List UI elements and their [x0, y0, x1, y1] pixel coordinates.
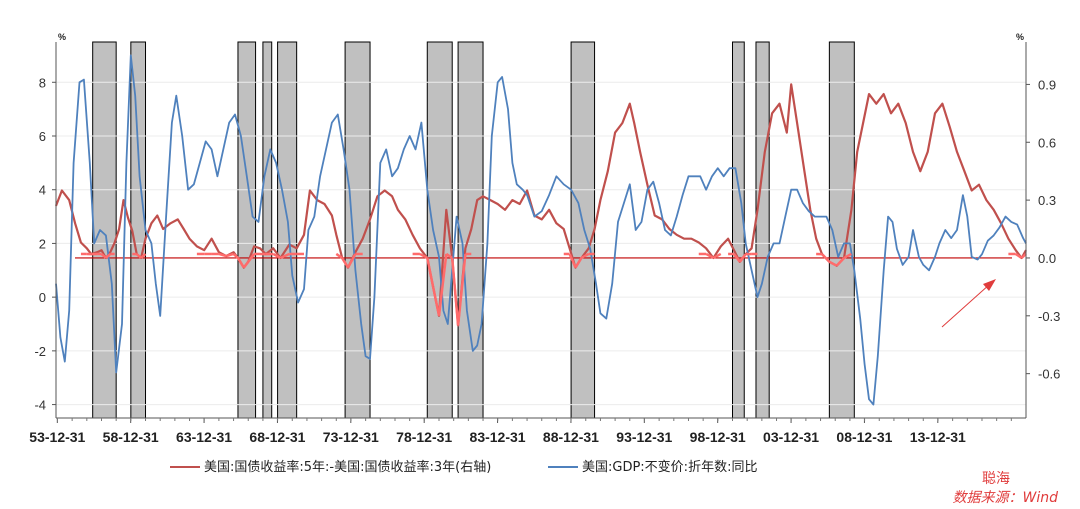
x-tick-label-5: 78-12-31 [396, 429, 452, 445]
inverted-segment-49 [341, 257, 350, 269]
recession-band-8 [570, 41, 596, 419]
right-tick-label-2: 0.0 [1038, 251, 1056, 266]
x-tick-label-2: 63-12-31 [176, 429, 232, 445]
inverted-segment-50 [346, 253, 357, 269]
left-tick-label-4: 4 [39, 183, 46, 198]
x-tick-label-11: 08-12-31 [836, 429, 892, 445]
recession-band-4 [277, 41, 298, 419]
legend: 美国:国债收益率:5年:-美国:国债收益率:3年(右轴) 美国:GDP:不变价:折… [170, 459, 757, 475]
recession-bands [92, 41, 855, 419]
inverted-segment-147 [1015, 252, 1023, 259]
recession-band-9 [732, 41, 745, 419]
inverted-segment-123 [843, 252, 852, 260]
inverted-segment-148 [1020, 253, 1027, 259]
recession-band-3 [262, 41, 273, 419]
inverted-segment-18 [140, 253, 147, 259]
inverted-segment-63 [437, 253, 448, 316]
left-tick-label-6: 8 [39, 75, 46, 90]
series-line-0 [54, 83, 1027, 327]
inverted-segment-120 [821, 253, 831, 263]
inverted-segment-9 [100, 253, 107, 259]
inverted-segment-64 [445, 252, 453, 259]
inverted-segment-31 [225, 252, 234, 258]
inverted-segment-40 [280, 252, 290, 260]
series-layer [54, 54, 1027, 406]
left-tick-label-2: 0 [39, 290, 46, 305]
right-tick-label-0: -0.6 [1038, 367, 1060, 382]
x-tick-label-1: 58-12-31 [103, 429, 159, 445]
inverted-segment-107 [738, 253, 747, 263]
right-axis-unit: % [1016, 32, 1024, 42]
left-tick-label-1: -2 [34, 344, 46, 359]
inverted-segment-10 [105, 253, 112, 259]
x-tick-label-3: 68-12-31 [249, 429, 305, 445]
inverted-segment-121 [828, 260, 838, 267]
left-tick-label-5: 6 [39, 129, 46, 144]
right-tick-label-3: 0.3 [1038, 193, 1056, 208]
inverted-segment-83 [574, 257, 583, 269]
axes: % % -4 -2 0 2 4 6 8 -0.6 -0.3 0.0 0.3 0.6 0.9 53-12-31 5… [29, 32, 1060, 445]
inverted-segment-82 [568, 253, 577, 269]
inverted-segment-32 [232, 253, 239, 259]
inverted-segment-66 [456, 253, 467, 326]
inverted-segment-48 [335, 252, 343, 259]
inverted-segment-61 [426, 257, 435, 288]
recession-band-2 [237, 41, 257, 419]
x-tick-label-7: 88-12-31 [543, 429, 599, 445]
right-tick-label-1: -0.3 [1038, 309, 1060, 324]
recession-band-10 [755, 41, 770, 419]
data-source-label: 数据来源：Wind [953, 490, 1059, 506]
x-tick-label-12: 13-12-31 [910, 429, 966, 445]
inverted-segment-35 [247, 253, 256, 263]
inverted-segment-34 [242, 261, 250, 269]
inverted-segment-39 [272, 252, 282, 260]
inverted-segment-102 [705, 252, 715, 260]
inverted-segment-122 [835, 257, 845, 267]
inverted-segment-17 [135, 253, 142, 259]
legend-label-1: 美国:GDP:不变价:折年数:同比 [582, 459, 757, 475]
legend-label-0: 美国:国债收益率:5年:-美国:国债收益率:3年(右轴) [204, 459, 491, 475]
right-tick-label-4: 0.6 [1038, 135, 1056, 150]
inverted-segment-30 [218, 252, 227, 258]
inverted-segment-106 [732, 253, 741, 263]
x-tick-label-6: 83-12-31 [470, 429, 526, 445]
x-tick-label-4: 73-12-31 [323, 429, 379, 445]
x-tick-label-10: 03-12-31 [763, 429, 819, 445]
left-tick-label-0: -4 [34, 398, 46, 413]
inverted-segment-84 [580, 252, 590, 260]
recession-band-0 [92, 41, 117, 419]
inverted-segment-65 [450, 257, 460, 326]
x-tick-label-8: 93-12-31 [616, 429, 672, 445]
x-tick-label-0: 53-12-31 [29, 429, 85, 445]
left-axis-unit: % [58, 32, 66, 42]
inverted-segment-62 [431, 286, 441, 317]
inverted-segment-103 [712, 252, 722, 260]
right-tick-label-5: 0.9 [1038, 77, 1056, 92]
series-line-1 [55, 54, 1027, 406]
annotation-arrow-shaft [941, 283, 991, 328]
x-tick-label-9: 98-12-31 [690, 429, 746, 445]
brand-name: 聪海 [982, 471, 1010, 487]
left-tick-label-3: 2 [39, 236, 46, 251]
inverted-segment-60 [419, 252, 428, 260]
gridlines [56, 81, 1026, 406]
inverted-segment-33 [236, 257, 245, 269]
annotation-arrow-head [983, 279, 996, 291]
